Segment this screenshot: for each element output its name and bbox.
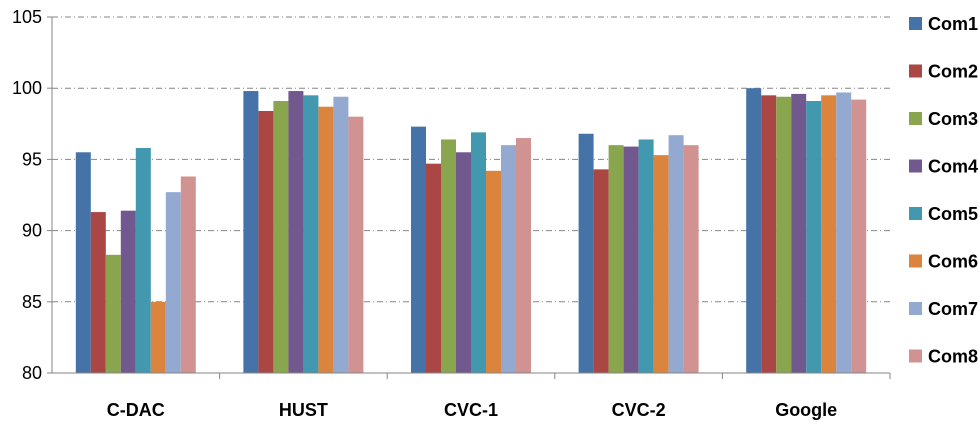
bar-com8-hust [348,116,364,374]
legend-label-com2: Com2 [928,62,978,82]
bar-com5-google [806,101,822,374]
x-category-label: CVC-2 [612,400,666,420]
bar-com4-cvc-1 [456,152,471,373]
x-category-label: CVC-1 [444,400,498,420]
bar-com1-cvc-1 [411,126,426,373]
bar-com8-cvc-2 [683,145,699,373]
bar-com6-cvc-2 [653,155,669,373]
y-tick-label: 105 [12,7,42,27]
bar-com3-cvc-2 [608,145,624,373]
bar-com7-google [836,92,852,374]
bar-com2-hust [258,110,274,373]
bar-com7-cvc-2 [668,135,684,373]
bar-com5-cvc-1 [471,132,486,373]
bar-com4-google [791,93,807,374]
bar-com2-cvc-2 [593,169,609,373]
bar-com7-c-dac [165,192,181,373]
y-tick-label: 95 [22,149,42,169]
legend-swatch-com1 [909,17,922,30]
bar-com3-hust [273,101,289,374]
legend-label-com8: Com8 [928,347,978,367]
bar-com3-cvc-1 [441,139,456,373]
bar-com2-cvc-1 [426,163,441,373]
bar-com8-c-dac [180,176,196,373]
bar-com1-c-dac [75,152,91,373]
y-tick-label: 80 [22,363,42,383]
legend-label-com5: Com5 [928,204,978,224]
bar-com5-hust [303,95,319,373]
x-category-label: HUST [279,400,328,420]
bar-com8-google [851,99,867,373]
legend-label-com3: Com3 [928,109,978,129]
bar-com6-hust [318,106,334,373]
bar-com4-hust [288,91,304,373]
bar-com4-cvc-2 [623,146,639,373]
bar-com7-hust [333,96,349,373]
bar-com2-c-dac [90,212,106,373]
bar-com5-c-dac [135,148,151,373]
legend-label-com1: Com1 [928,14,978,34]
bar-com1-google [746,88,762,373]
y-tick-label: 100 [12,78,42,98]
bar-com3-google [776,96,792,373]
legend-swatch-com6 [909,254,922,268]
legend-swatch-com4 [909,159,922,173]
bar-com1-cvc-2 [578,133,594,373]
bar-com8-cvc-1 [516,138,531,373]
bar-com6-google [821,95,837,373]
bar-com2-google [761,95,777,373]
bar-com7-cvc-1 [501,145,516,373]
bar-com6-cvc-1 [486,170,501,373]
legend-swatch-com2 [909,64,922,78]
legend-swatch-com5 [909,207,922,220]
legend-swatch-com7 [909,302,922,315]
y-tick-label: 85 [22,292,42,312]
legend-label-com4: Com4 [928,157,978,177]
y-tick-label: 90 [22,221,42,241]
x-axis: C-DAC HUST CVC-1 CVC-2 Google [52,372,891,420]
bars [75,88,867,374]
legend-label-com7: Com7 [928,299,978,319]
y-axis: 80 85 90 95 100 105 [12,7,53,383]
bar-com5-cvc-2 [638,139,654,373]
bar-com6-c-dac [150,301,166,373]
legend-swatch-com3 [909,112,922,125]
bar-com1-hust [243,91,259,373]
legend: Com1 Com2 Com3 Com4 Com5 Com6 Com7 Com8 [909,14,978,367]
legend-swatch-com8 [909,349,922,363]
bar-com4-c-dac [120,210,136,373]
x-category-label: C-DAC [107,400,165,420]
bar-com3-c-dac [105,254,121,373]
x-category-label: Google [775,400,837,420]
legend-label-com6: Com6 [928,252,978,272]
